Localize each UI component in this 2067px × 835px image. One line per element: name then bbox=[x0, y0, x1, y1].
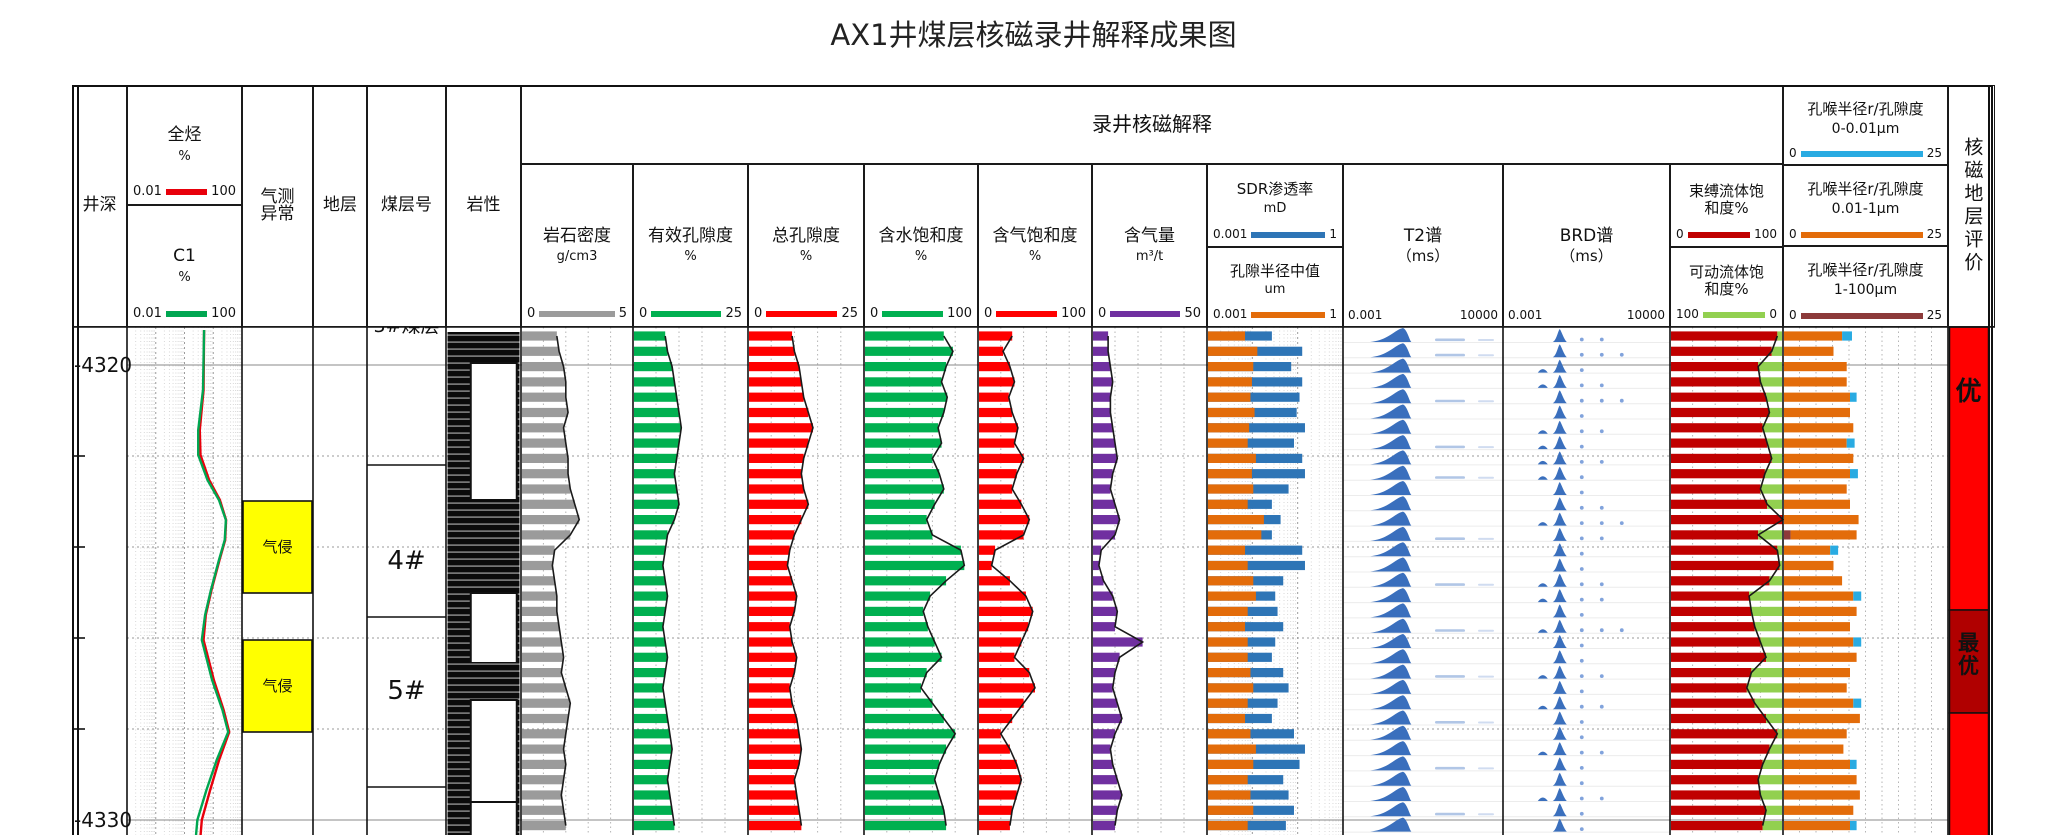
track-header-brd: BRD谱 （ms） 0.001 10000 bbox=[1503, 164, 1670, 327]
depth-column-header: 井深 bbox=[72, 85, 127, 327]
track-header-c1: C1 % 0.01 100 bbox=[127, 205, 242, 327]
curve-c1 bbox=[194, 329, 230, 835]
scale-total-hydrocarbon: 0.01 100 bbox=[133, 183, 236, 199]
svg-text:气侵: 气侵 bbox=[262, 677, 292, 695]
track-header-pore-radius-median: 孔隙半径中值 um 0.001 1 bbox=[1207, 247, 1343, 327]
track-header-density: 岩石密度 g/cm3 0 5 bbox=[521, 164, 633, 327]
rating-header: 核磁地层评价 bbox=[1948, 85, 1995, 327]
track-header-total-porosity: 总孔隙度 % 0 25 bbox=[748, 164, 864, 327]
track-header-pt-large: 孔喉半径r/孔隙度 1-100μm 0 25 bbox=[1783, 246, 1948, 327]
bars-total_porosity bbox=[749, 331, 814, 831]
scale-bar bbox=[1687, 231, 1751, 238]
scale-bar bbox=[996, 310, 1058, 317]
track-header-sdr-perm: SDR渗透率 mD 0.001 1 bbox=[1207, 164, 1343, 247]
lithology-header: 岩性 bbox=[446, 85, 521, 327]
scale-bar bbox=[651, 310, 722, 317]
bars-gas_sat bbox=[979, 331, 1036, 831]
nmr-group-header: 录井核磁解释 bbox=[521, 85, 1783, 164]
scale-bar bbox=[1800, 231, 1923, 238]
frame-inner-line-left bbox=[77, 85, 79, 835]
lithology-track bbox=[447, 332, 520, 835]
seam-no-track: 3#煤层 4# 5# bbox=[367, 315, 446, 788]
gas-curves bbox=[194, 329, 231, 835]
bars-pore-throat bbox=[1784, 331, 1862, 831]
svg-text:最: 最 bbox=[1958, 631, 1980, 655]
svg-text:-4330: -4330 bbox=[74, 808, 132, 832]
track-header-eff-porosity: 有效孔隙度 % 0 25 bbox=[633, 164, 748, 327]
track-header-movable-fluid: 可动流体饱 和度% 100 0 bbox=[1670, 247, 1783, 327]
svg-text:-4320: -4320 bbox=[74, 353, 132, 377]
track-header-t2: T2谱 （ms） 0.001 10000 bbox=[1343, 164, 1503, 327]
svg-text:4#: 4# bbox=[387, 546, 425, 576]
rating-track: 优最优 bbox=[1948, 327, 1990, 835]
scale-bar bbox=[1702, 311, 1766, 318]
scale-bar bbox=[1251, 311, 1326, 318]
scale-c1: 0.01 100 bbox=[133, 305, 236, 321]
bars-bound-movable bbox=[1671, 331, 1785, 831]
depth-label: 井深 bbox=[82, 195, 117, 216]
bars-eff_porosity bbox=[634, 331, 683, 831]
scale-bar bbox=[165, 310, 208, 317]
bars-water_sat bbox=[865, 331, 966, 831]
frame-inner-line-right bbox=[1988, 85, 1990, 835]
scale-bar bbox=[1110, 310, 1181, 317]
svg-text:优: 优 bbox=[1958, 654, 1979, 678]
scale-bar bbox=[1800, 150, 1923, 157]
track-header-water-sat: 含水饱和度 % 0 100 bbox=[864, 164, 978, 327]
formation-header: 地层 bbox=[313, 85, 367, 327]
seam-no-header: 煤层号 bbox=[367, 85, 446, 327]
svg-text:3#煤层: 3#煤层 bbox=[373, 315, 439, 337]
track-header-pt-mid: 孔喉半径r/孔隙度 0.01-1μm 0 25 bbox=[1783, 165, 1948, 246]
bars-sdr bbox=[1208, 331, 1305, 831]
scale-bar bbox=[766, 310, 838, 317]
scale-bar bbox=[539, 310, 615, 317]
svg-text:优: 优 bbox=[1955, 377, 1981, 407]
gas-anomaly-header: 气测 异常 bbox=[242, 85, 313, 327]
bars-density bbox=[522, 331, 581, 831]
page-title: AX1井煤层核磁录井解释成果图 bbox=[830, 18, 1237, 52]
svg-text:5#: 5# bbox=[387, 676, 425, 706]
track-header-bound-fluid: 束缚流体饱 和度% 0 100 bbox=[1670, 164, 1783, 247]
track-header-gas-content: 含气量 m³/t 0 50 bbox=[1092, 164, 1207, 327]
depth-track: -4320 -4330 bbox=[72, 353, 132, 832]
scale-bar bbox=[1800, 312, 1923, 319]
t2-spectra bbox=[1370, 328, 1494, 832]
track-header-pt-small: 孔喉半径r/孔隙度 0-0.01μm 0 25 bbox=[1783, 85, 1948, 165]
svg-text:气侵: 气侵 bbox=[262, 538, 292, 556]
scale-bar bbox=[882, 310, 944, 317]
bars-gas_content bbox=[1093, 331, 1145, 831]
track-header-total-hydrocarbon: 全烃 % 0.01 100 bbox=[127, 85, 242, 205]
scale-bar bbox=[165, 188, 208, 195]
track-header-gas-sat: 含气饱和度 % 0 100 bbox=[978, 164, 1092, 327]
scale-bar bbox=[1251, 231, 1326, 238]
brd-spectra bbox=[1537, 329, 1624, 832]
